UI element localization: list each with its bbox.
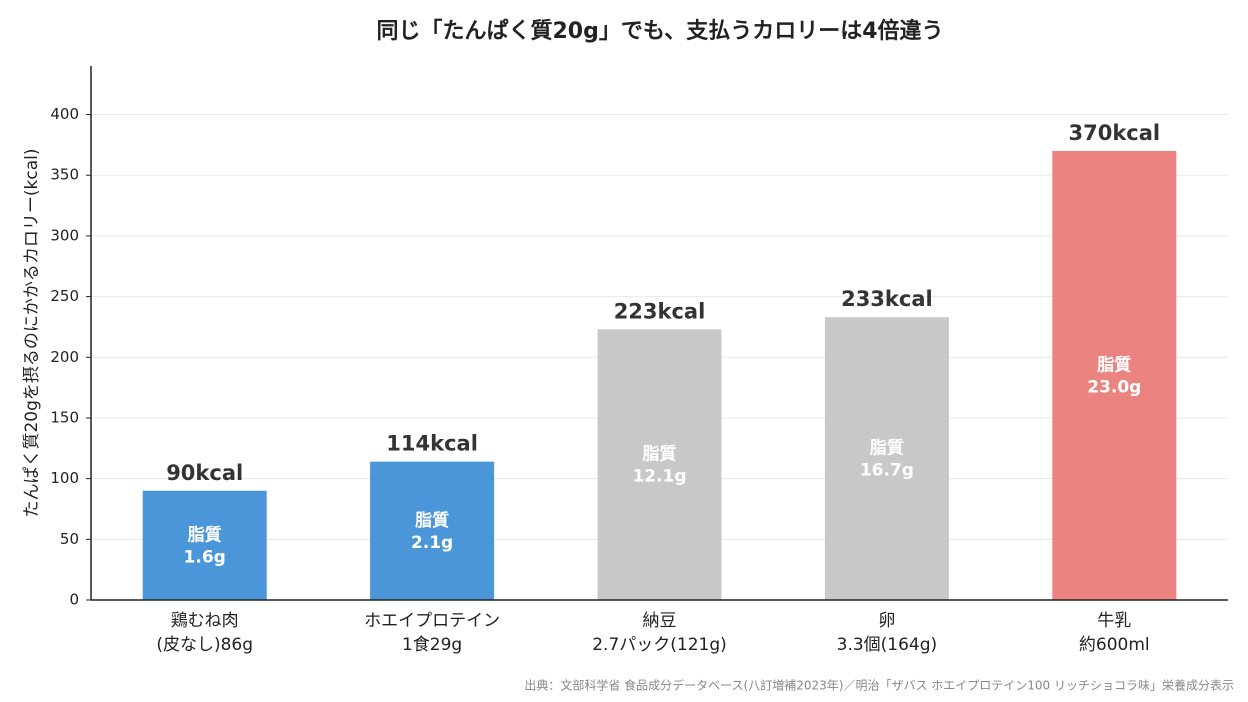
x-tick-label: 2.7パック(121g) [592, 635, 727, 655]
y-tick-label: 350 [50, 166, 79, 184]
fat-label: 脂質 [1097, 354, 1131, 375]
bar [824, 317, 949, 600]
x-tick-label: 約600ml [1079, 635, 1150, 655]
bar [1052, 150, 1177, 601]
value-label: 233kcal [841, 287, 933, 311]
y-tick-label: 250 [50, 287, 79, 305]
y-tick-label: 300 [50, 226, 79, 244]
x-tick-label: 卵 [878, 611, 895, 631]
x-tick-label: 1食29g [402, 635, 462, 655]
y-axis-label: たんぱく質20gを摂るのにかかるカロリー(kcal) [22, 148, 42, 517]
source-note: 出典：文部科学省 食品成分データベース(八訂増補2023年)／明治「ザバス ホエ… [524, 678, 1234, 693]
x-tick-label: 3.3個(164g) [837, 635, 938, 655]
y-tick-label: 200 [50, 348, 79, 366]
fat-label: 脂質 [643, 444, 677, 465]
x-tick-label: 納豆 [643, 611, 677, 631]
x-tick-label: 牛乳 [1097, 611, 1131, 631]
x-tick-label: 鶏むね肉 [171, 611, 239, 631]
fat-value: 23.0g [1087, 377, 1141, 397]
value-label: 90kcal [166, 461, 243, 485]
y-tick-label: 150 [50, 408, 79, 426]
y-tick-label: 50 [60, 530, 79, 548]
fat-value: 16.7g [860, 461, 914, 481]
value-label: 223kcal [614, 299, 706, 323]
y-tick-label: 100 [50, 469, 79, 487]
fat-value: 12.1g [632, 467, 686, 487]
fat-value: 2.1g [411, 533, 453, 553]
y-tick-label: 0 [69, 591, 79, 609]
fat-label: 脂質 [415, 510, 449, 531]
x-tick-label: (皮なし)86g [156, 635, 253, 655]
bar [142, 490, 267, 600]
chart-title: 同じ「たんぱく質20g」でも、支払うカロリーは4倍違う [376, 18, 943, 44]
y-tick-label: 400 [50, 105, 79, 123]
bar [597, 329, 722, 600]
bar [370, 461, 495, 600]
fat-label: 脂質 [188, 524, 222, 545]
fat-value: 1.6g [184, 547, 226, 567]
x-tick-label: ホエイプロテイン [364, 611, 500, 631]
fat-label: 脂質 [870, 438, 904, 459]
value-label: 370kcal [1068, 121, 1160, 145]
value-label: 114kcal [386, 432, 478, 456]
